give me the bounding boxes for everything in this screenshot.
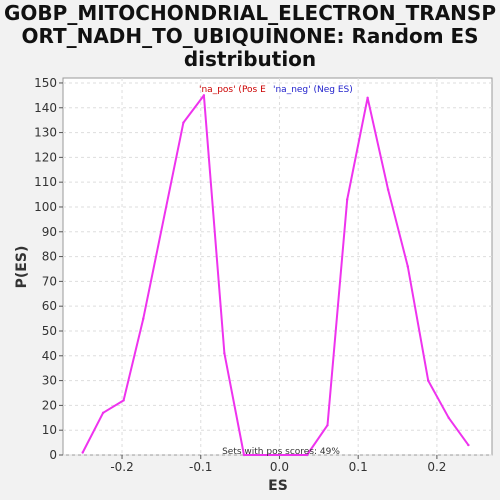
data-point xyxy=(366,96,369,100)
axes: 0 10 20 30 40 50 60 70 80 90 100 110 120 130 140 150 -0.… xyxy=(34,76,446,474)
y-tick-label: 110 xyxy=(34,175,57,189)
data-point xyxy=(427,379,430,382)
y-tick-label: 70 xyxy=(42,274,57,288)
y-tick-label: 10 xyxy=(42,423,57,437)
y-axis-label: P(ES) xyxy=(14,246,30,289)
x-tick-label: 0.1 xyxy=(349,460,368,474)
chart-title-line-3: distribution xyxy=(183,47,317,71)
x-tick-label: 0.2 xyxy=(427,460,446,474)
data-point xyxy=(223,352,226,355)
y-tick-label: 40 xyxy=(42,349,57,363)
y-tick-label: 0 xyxy=(49,448,57,462)
y-tick-label: 60 xyxy=(42,299,57,313)
x-tick-label: -0.2 xyxy=(110,460,133,474)
data-point xyxy=(122,399,125,402)
data-point xyxy=(202,94,206,97)
data-point xyxy=(406,265,409,268)
y-tick-label: 80 xyxy=(42,250,57,264)
pos-scores-annotation: Sets with pos scores: 49% xyxy=(222,447,340,457)
data-point xyxy=(386,188,390,191)
legend-item-pos: 'na_pos' (Pos E xyxy=(199,85,266,95)
data-point xyxy=(242,453,246,457)
data-point xyxy=(142,317,145,320)
y-tick-label: 90 xyxy=(42,225,57,239)
legend-item-neg: 'na_neg' (Neg ES) xyxy=(273,85,353,95)
chart-title-line-1: GOBP_MITOCHONDRIAL_ELECTRON_TRANSP xyxy=(4,1,496,25)
x-tick-label: -0.1 xyxy=(189,460,212,474)
data-point xyxy=(182,121,185,124)
chart-title-line-2: ORT_NADH_TO_UBIQUINONE: Random ES xyxy=(21,24,479,48)
y-tick-label: 100 xyxy=(34,200,57,214)
data-point xyxy=(81,451,84,454)
y-tick-label: 140 xyxy=(34,101,57,115)
data-point xyxy=(326,424,329,427)
y-tick-label: 150 xyxy=(34,76,57,90)
plot-area xyxy=(62,77,493,456)
data-point xyxy=(467,443,470,447)
y-tick-label: 130 xyxy=(34,126,57,140)
data-point xyxy=(447,416,450,419)
data-point xyxy=(345,198,349,201)
series-layer xyxy=(81,94,470,457)
y-tick-label: 50 xyxy=(42,324,57,338)
y-tick-label: 30 xyxy=(42,374,57,388)
data-point xyxy=(101,411,105,415)
legend: 'na_pos' (Pos E 'na_neg' (Neg ES) xyxy=(199,85,353,95)
data-point xyxy=(305,453,309,457)
x-axis-label: ES xyxy=(268,478,288,494)
y-tick-label: 20 xyxy=(42,398,57,412)
chart-title: GOBP_MITOCHONDRIAL_ELECTRON_TRANSP ORT_N… xyxy=(0,2,500,71)
y-tick-label: 120 xyxy=(34,150,57,164)
x-tick-label: 0.0 xyxy=(270,460,289,474)
